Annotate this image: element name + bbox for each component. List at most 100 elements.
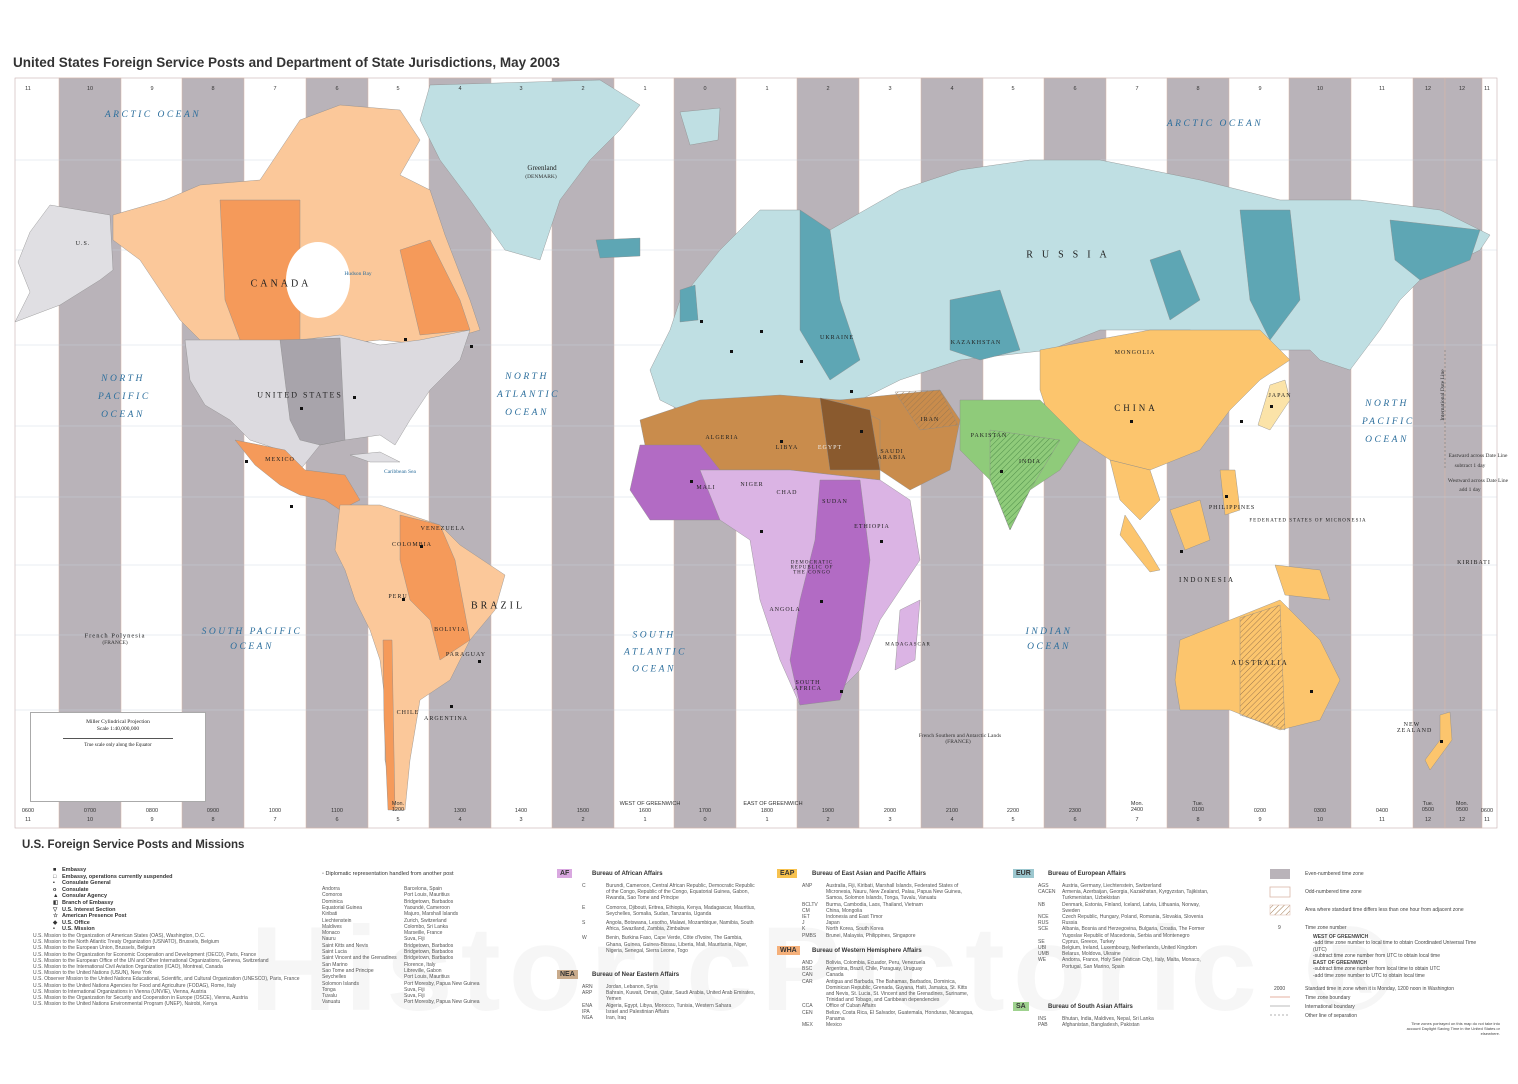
- page-title: United States Foreign Service Posts and …: [13, 55, 560, 70]
- diplomatic-country: Nauru: [322, 936, 336, 943]
- embassy-marker: [353, 396, 356, 399]
- embassy-suspended-icon: □: [53, 873, 57, 880]
- kazakhstan-zone: [949, 289, 1021, 361]
- label-french-southern-sub: (FRANCE): [945, 739, 971, 745]
- embassy-icon: ■: [53, 867, 57, 873]
- diplomatic-row: Tonga Suva, Fiji: [322, 987, 425, 993]
- label-china: CHINA: [1114, 403, 1158, 413]
- label-mongolia: MONGOLIA: [1114, 350, 1156, 356]
- zone-time: 2300: [1069, 808, 1081, 814]
- bureau-office-row: K North Korea, South Korea: [802, 926, 976, 932]
- bureau-office-row: RUS Russia: [1038, 920, 1212, 926]
- bureau-office-row: CAR Antigua and Barbuda, The Bahamas, Bar…: [802, 979, 976, 1004]
- zone-time-value: 2000: [883, 808, 897, 814]
- wha-bureau-badge: WHA: [777, 946, 800, 955]
- office-countries: Benin, Burkina Faso, Cape Verde, Côte d'…: [606, 935, 748, 954]
- office-countries: Belarus, Moldova, Ukraine: [1062, 951, 1121, 958]
- time-zone-number: 5: [396, 86, 400, 92]
- office-countries: Afghanistan, Bangladesh, Pakistan: [1062, 1022, 1140, 1029]
- wha-bureau-offices: AND Bolivia, Colombia, Ecuador, Peru, Ven…: [802, 960, 976, 1028]
- embassy-marker: [300, 407, 303, 410]
- embassy-marker: [820, 600, 823, 603]
- time-zone-number-bottom: 9: [150, 817, 154, 823]
- zone-time-value: 0300: [1313, 808, 1327, 814]
- label-greenland: Greenland: [527, 164, 557, 172]
- zone-time: Mon. 1200: [392, 801, 404, 813]
- zone-time: 1500: [577, 808, 589, 814]
- legend-symbol-label: U.S. Office: [62, 919, 90, 926]
- diplomatic-row: San Marino Florence, Italy: [322, 962, 435, 968]
- diplomatic-row: Saint Vincent and the Grenadines Bridgeto…: [322, 955, 453, 961]
- time-zone-number-bottom: 4: [950, 817, 954, 823]
- tz-boundary-label: Time zone boundary: [1305, 995, 1351, 1001]
- office-code: CAN: [802, 972, 813, 979]
- time-zone-number: 10: [86, 86, 94, 92]
- tz-number-label: Time zone number: [1305, 925, 1347, 931]
- australia-hatch: [1239, 604, 1286, 731]
- alaska: [14, 204, 114, 323]
- bureau-office-row: BCLTV Burma, Cambodia, Laos, Thailand, Vi…: [802, 902, 976, 908]
- office-code: RUS: [1038, 920, 1049, 927]
- intl-boundary-label: International boundary: [1305, 1004, 1355, 1010]
- label-caribbean: Caribbean Sea: [384, 469, 416, 475]
- us-office-icon: ◆: [53, 919, 58, 926]
- diplomatic-row: Sao Tome and Principe Libreville, Gabon: [322, 968, 442, 974]
- bureau-office-row: CM China, Mongolia: [802, 908, 976, 914]
- label-ukraine: UKRAINE: [820, 335, 854, 341]
- diplomatic-country: Seychelles: [322, 974, 347, 981]
- legend-symbol-label: Consulate: [62, 886, 89, 893]
- greenland: [419, 79, 641, 261]
- bureau-office-row: IPA Israel and Palestinian Affairs: [582, 1009, 756, 1015]
- office-countries: Bhutan, India, Maldives, Nepal, Sri Lank…: [1062, 1016, 1154, 1022]
- diplomatic-post: Bridgetown, Barbados: [404, 949, 454, 955]
- bureau-office-row: ARN Jordan, Lebanon, Syria: [582, 984, 756, 990]
- zone-time-value: 0700: [83, 808, 97, 814]
- office-countries: North Korea, South Korea: [826, 926, 884, 933]
- diplomatic-post: Yaoundé, Cameroon: [404, 904, 450, 911]
- even-time-zone-stripe: [58, 77, 122, 829]
- embassy-marker: [840, 690, 843, 693]
- label-india: INDIA: [1019, 459, 1041, 465]
- office-code: AGS: [1038, 883, 1049, 889]
- zone-time-value: 0500: [1455, 807, 1469, 813]
- zone-time: Mon. 0500: [1456, 801, 1468, 813]
- bureau-office-row: AND Bolivia, Colombia, Ecuador, Peru, Ven…: [802, 960, 976, 966]
- zone-day: Mon.: [1455, 801, 1469, 807]
- zone-day: Tue.: [1192, 801, 1204, 807]
- zone-time: 1700: [699, 808, 711, 814]
- time-zone-number-bottom: 10: [86, 817, 94, 823]
- office-countries: Angola, Botswana, Lesotho, Malawi, Mozam…: [606, 920, 754, 933]
- time-zone-number-bottom: 1: [643, 817, 647, 823]
- label-chad: CHAD: [776, 490, 798, 496]
- time-zone-number-bottom: 3: [519, 817, 523, 823]
- consulate-icon: o: [53, 886, 57, 893]
- tz-east-2: -add time zone number to UTC to obtain l…: [1313, 973, 1425, 979]
- time-zone-number-bottom: 0: [703, 817, 707, 823]
- af-bureau-heading: Bureau of African Affairs: [592, 871, 663, 877]
- bureau-office-row: NGA Iran, Iraq: [582, 1015, 756, 1021]
- office-countries: Antigua and Barbuda, The Bahamas, Barbad…: [826, 978, 969, 1004]
- embassy-marker: [760, 530, 763, 533]
- embassy-marker: [700, 320, 703, 323]
- time-zone-number-bottom: 9: [1258, 817, 1262, 823]
- tz-odd-label: Odd-numbered time zone: [1305, 889, 1362, 895]
- interest-section-icon: ▽: [53, 906, 58, 913]
- legend-symbol-row: □ Embassy, operations currently suspended: [53, 874, 173, 880]
- time-zone-number: 4: [950, 86, 954, 92]
- label-philippines: PHILIPPINES: [1208, 505, 1256, 511]
- label-united-states: UNITED STATES: [257, 390, 343, 400]
- zone-time-value: 1300: [453, 808, 467, 814]
- canada-east-zone: [399, 239, 471, 336]
- label-canada: CANADA: [250, 278, 312, 290]
- bureau-office-row: PAB Afghanistan, Bangladesh, Pakistan: [1038, 1022, 1212, 1028]
- zone-time: 1400: [515, 808, 527, 814]
- time-zone-number: 2: [826, 86, 830, 92]
- office-countries: Jordan, Lebanon, Syria: [606, 984, 658, 990]
- office-countries: Russia: [1062, 920, 1078, 927]
- bureau-office-row: SCE Albania, Bosnia and Herzegovina, Bulg…: [1038, 926, 1212, 938]
- diplomatic-post: Suva, Fiji: [404, 986, 425, 993]
- label-colombia: COLOMBIA: [391, 542, 433, 548]
- office-code: CAR: [802, 978, 813, 985]
- mission-item: U.S. Mission to the United Nations (USUN…: [33, 970, 152, 977]
